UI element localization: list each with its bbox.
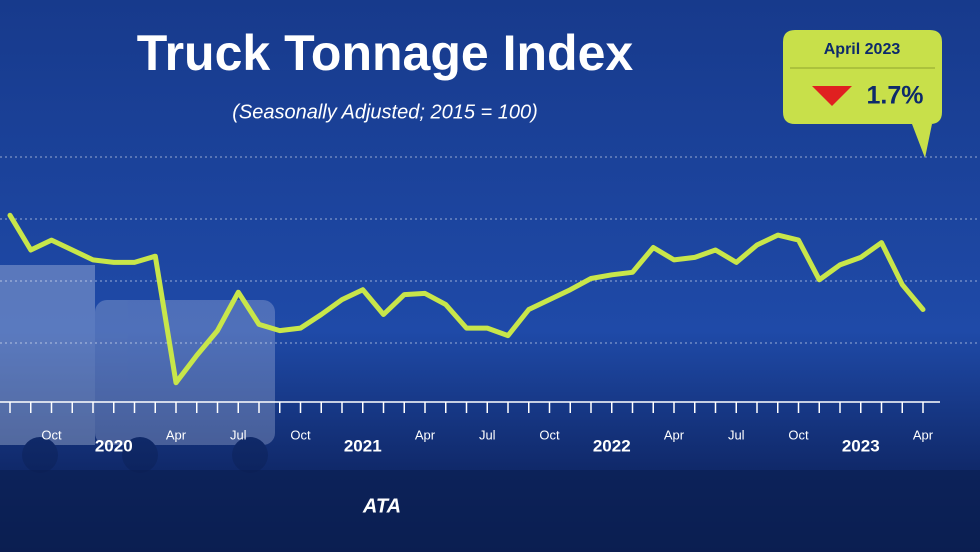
chart-subtitle: (Seasonally Adjusted; 2015 = 100) xyxy=(232,101,538,123)
x-tick-label: Apr xyxy=(664,427,685,442)
chart-title: Truck Tonnage Index xyxy=(137,25,634,81)
callout: April 2023 1.7% xyxy=(783,30,942,158)
x-tick-label: Oct xyxy=(788,427,809,442)
data-line xyxy=(7,212,926,386)
x-tick-label: Oct xyxy=(290,427,311,442)
year-label: 2020 xyxy=(95,436,133,455)
x-tick-label: Apr xyxy=(166,427,187,442)
x-tick-label: Apr xyxy=(415,427,436,442)
year-label: 2021 xyxy=(344,436,382,455)
callout-title: April 2023 xyxy=(824,41,901,58)
x-tick-label: Apr xyxy=(913,427,934,442)
x-tick-label: Jul xyxy=(230,427,247,442)
year-label: 2022 xyxy=(593,436,631,455)
road xyxy=(0,470,980,552)
logo: ATA xyxy=(362,495,401,517)
x-tick-label: Oct xyxy=(539,427,560,442)
x-tick-label: Oct xyxy=(41,427,62,442)
callout-change: 1.7% xyxy=(867,82,924,110)
x-tick-label: Jul xyxy=(479,427,496,442)
x-tick-label: Jul xyxy=(728,427,745,442)
year-label: 2023 xyxy=(842,436,880,455)
